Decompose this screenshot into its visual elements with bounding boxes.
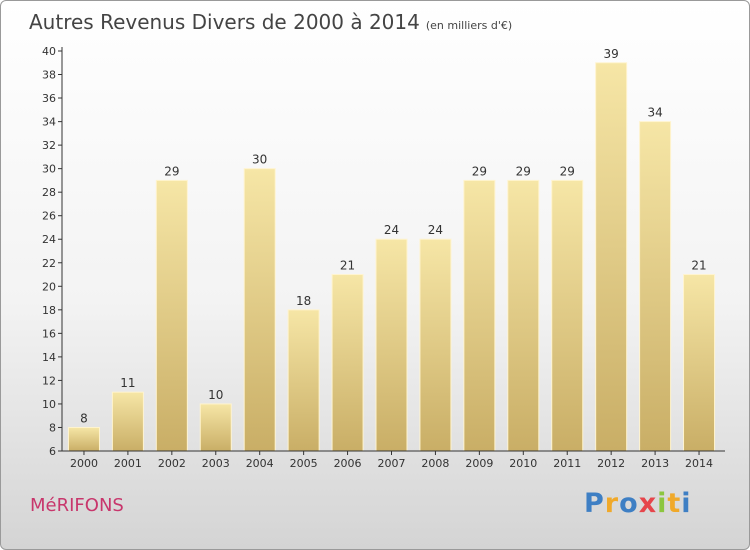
y-tick-label: 22: [42, 257, 56, 270]
x-tick-label: 2008: [421, 457, 449, 470]
bar-value-label: 24: [384, 223, 399, 237]
y-tick-label: 36: [42, 92, 56, 105]
bar-value-label: 29: [516, 164, 531, 178]
bar: [243, 168, 276, 452]
chart-title-text: Autres Revenus Divers de 2000 à 2014: [29, 10, 420, 34]
y-tick-label: 30: [42, 163, 56, 176]
bar-value-label: 29: [560, 164, 575, 178]
bar: [67, 426, 100, 452]
y-axis: 6 8 10 12 14 16 18 20 22 24 26 28 30 32 34 36 38 40: [42, 45, 63, 458]
y-tick-label: 40: [42, 45, 56, 58]
bar: [463, 179, 496, 452]
bar: [551, 179, 584, 452]
logo-letter: r: [604, 488, 620, 519]
y-tick-label: 10: [42, 398, 56, 411]
logo-letter: i: [657, 488, 668, 519]
x-tick-label: 2013: [641, 457, 669, 470]
bar-value-label: 21: [691, 259, 706, 273]
y-tick-label: 8: [49, 421, 56, 434]
bar: [375, 238, 408, 452]
bar: [419, 238, 452, 452]
x-tick-label: 2014: [685, 457, 713, 470]
bar-value-label: 11: [120, 376, 135, 390]
y-tick-label: 24: [42, 233, 56, 246]
x-tick-label: 2002: [158, 457, 186, 470]
proxiti-logo[interactable]: Proxiti: [584, 488, 692, 519]
x-tick-label: 2011: [553, 457, 581, 470]
logo-letter: x: [638, 488, 658, 519]
logo-letter: i: [681, 488, 692, 519]
bar: [595, 62, 628, 452]
commune-name: MéRIFONS: [30, 495, 124, 516]
x-tick-label: 2001: [114, 457, 142, 470]
logo-letter: o: [619, 488, 639, 519]
bar: [155, 179, 188, 452]
y-tick-label: 18: [42, 304, 56, 317]
x-tick-label: 2007: [378, 457, 406, 470]
x-tick-label: 2004: [246, 457, 274, 470]
bar-value-label: 10: [208, 388, 223, 402]
bar: [287, 309, 320, 452]
y-tick-label: 12: [42, 374, 56, 387]
x-tick-label: 2010: [509, 457, 537, 470]
bar-value-label: 29: [164, 164, 179, 178]
x-tick-label: 2009: [465, 457, 493, 470]
bar-value-label: 29: [472, 164, 487, 178]
y-tick-label: 34: [42, 116, 56, 129]
x-tick-label: 2000: [70, 457, 98, 470]
x-tick-label: 2005: [290, 457, 318, 470]
bar-value-label: 18: [296, 294, 311, 308]
y-tick-label: 6: [49, 445, 56, 458]
bar-value-label: 8: [80, 411, 88, 425]
logo-letter: P: [584, 488, 605, 519]
bar: [111, 391, 144, 452]
bar: [507, 179, 540, 452]
x-axis: 2000 2001 2002 2003 2004 2005 2006 2007 2008 2009…: [62, 450, 725, 470]
bar-value-label: 34: [647, 106, 662, 120]
y-tick-label: 26: [42, 210, 56, 223]
bar: [683, 274, 716, 452]
chart-subtitle: (en milliers d'€): [425, 19, 513, 32]
y-tick-label: 20: [42, 280, 56, 293]
bar: [331, 274, 364, 452]
chart-title: Autres Revenus Divers de 2000 à 2014 (en …: [29, 10, 512, 34]
bar-value-label: 24: [428, 223, 443, 237]
logo-letter: t: [667, 488, 682, 519]
y-tick-label: 38: [42, 69, 56, 82]
bars: 8 11 29 10 30 18 21 24 24 29 29 29 39 34 21: [67, 47, 716, 452]
bar-value-label: 39: [604, 47, 619, 61]
x-tick-label: 2003: [202, 457, 230, 470]
bar-value-label: 21: [340, 259, 355, 273]
y-tick-label: 28: [42, 186, 56, 199]
x-tick-label: 2012: [597, 457, 625, 470]
bar-value-label: 30: [252, 153, 267, 167]
y-tick-label: 14: [42, 351, 56, 364]
bar: [199, 403, 232, 452]
y-tick-label: 16: [42, 327, 56, 340]
x-tick-label: 2006: [334, 457, 362, 470]
bar: [639, 121, 672, 452]
y-tick-label: 32: [42, 139, 56, 152]
